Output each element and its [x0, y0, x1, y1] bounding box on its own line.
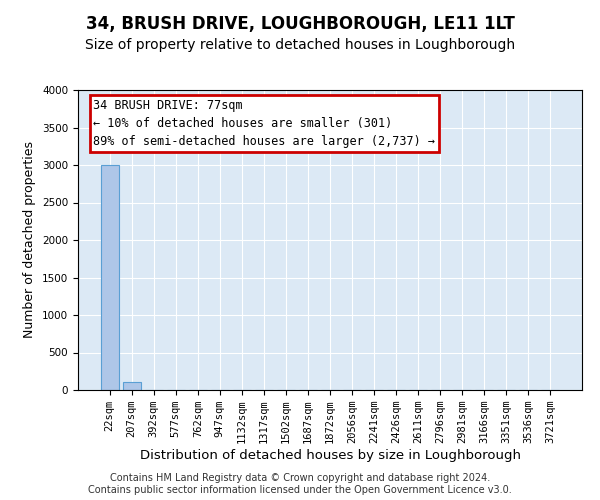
- Y-axis label: Number of detached properties: Number of detached properties: [23, 142, 37, 338]
- Bar: [101, 165, 119, 390]
- Bar: [123, 382, 140, 390]
- X-axis label: Distribution of detached houses by size in Loughborough: Distribution of detached houses by size …: [139, 449, 521, 462]
- Text: 34 BRUSH DRIVE: 77sqm
← 10% of detached houses are smaller (301)
89% of semi-det: 34 BRUSH DRIVE: 77sqm ← 10% of detached …: [93, 99, 435, 148]
- Text: 34, BRUSH DRIVE, LOUGHBOROUGH, LE11 1LT: 34, BRUSH DRIVE, LOUGHBOROUGH, LE11 1LT: [86, 15, 514, 33]
- Text: Contains HM Land Registry data © Crown copyright and database right 2024.
Contai: Contains HM Land Registry data © Crown c…: [88, 474, 512, 495]
- Text: Size of property relative to detached houses in Loughborough: Size of property relative to detached ho…: [85, 38, 515, 52]
